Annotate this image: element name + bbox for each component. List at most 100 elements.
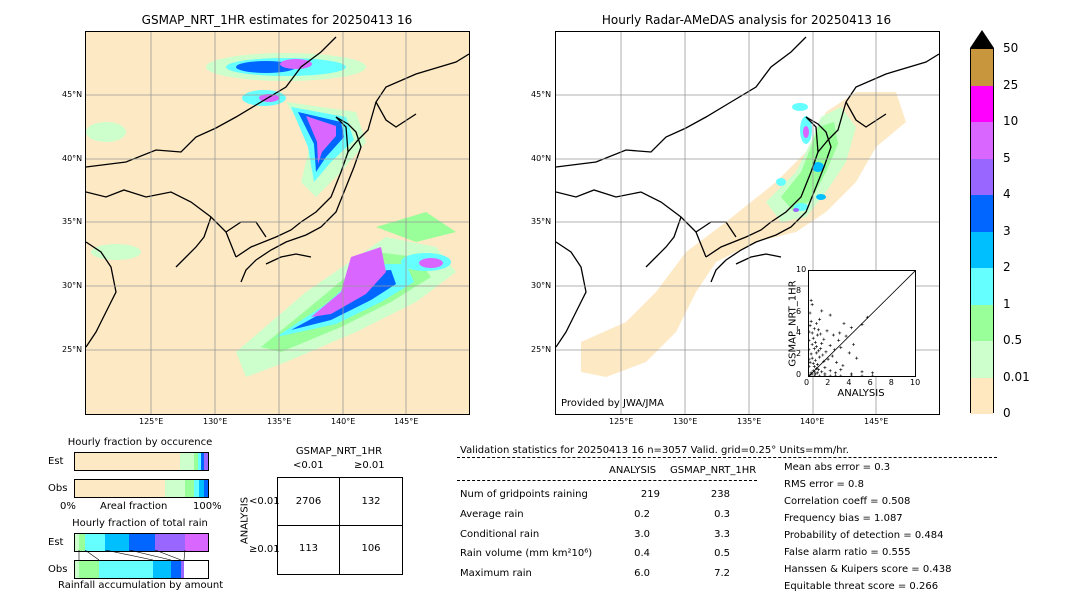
occurrence-est-label: Est bbox=[48, 456, 64, 467]
contingency-col-ge: ≥0.01 bbox=[354, 460, 385, 471]
scatter-point bbox=[811, 361, 815, 365]
scatter-point bbox=[822, 359, 826, 363]
scatter-point bbox=[852, 343, 856, 346]
colorbar-segment bbox=[971, 231, 993, 268]
total-rain-title: Hourly fraction of total rain bbox=[72, 518, 208, 529]
left-lon-tick: 145°E bbox=[394, 417, 419, 426]
scatter-point bbox=[810, 331, 814, 335]
occurrence-axis-left: 0% bbox=[60, 501, 76, 512]
scatter-point bbox=[815, 371, 819, 375]
left-gridlines bbox=[86, 32, 469, 414]
scatter-point bbox=[809, 352, 813, 356]
score-line: RMS error = 0.8 bbox=[784, 479, 864, 490]
left-lat-tick: 25°N bbox=[62, 345, 83, 354]
scatter-x-tick: 10 bbox=[910, 378, 921, 387]
contingency-cell: 132 bbox=[361, 496, 381, 507]
contingency-col-title: GSMAP_NRT_1HR bbox=[295, 446, 383, 457]
scatter-point bbox=[818, 374, 822, 378]
data-credit: Provided by JWA/JMA bbox=[561, 398, 664, 409]
right-lon-tick: 145°E bbox=[864, 417, 889, 426]
scatter-point bbox=[813, 372, 817, 376]
scatter-point bbox=[828, 374, 832, 378]
colorbar bbox=[970, 30, 994, 414]
total-rain-est-bar bbox=[74, 533, 209, 552]
scatter-point bbox=[818, 317, 822, 321]
colorbar-label: 50 bbox=[1003, 41, 1019, 55]
left-map-title: GSMAP_NRT_1HR estimates for 20250413 16 bbox=[141, 13, 413, 27]
validation-row-label: Average rain bbox=[460, 509, 524, 520]
scatter-point bbox=[820, 309, 824, 313]
right-lon-tick: 130°E bbox=[673, 417, 698, 426]
scatter-point bbox=[835, 360, 839, 364]
validation-row-label: Conditional rain bbox=[460, 529, 540, 540]
validation-row-analysis: 3.0 bbox=[634, 529, 650, 540]
scatter-point bbox=[807, 348, 811, 352]
scatter-point bbox=[814, 367, 818, 371]
right-map bbox=[555, 31, 940, 415]
total-rain-footer: Rainfall accumulation by amount bbox=[58, 580, 224, 591]
scatter-point bbox=[812, 365, 816, 369]
scatter-y-tick: 0 bbox=[796, 370, 802, 379]
colorbar-segment bbox=[971, 85, 993, 122]
validation-row-analysis: 0.2 bbox=[634, 509, 650, 520]
scatter-point bbox=[855, 356, 859, 360]
scatter-point bbox=[808, 311, 812, 315]
scatter-point bbox=[834, 371, 837, 375]
scatter-point bbox=[822, 337, 826, 341]
scatter-point bbox=[812, 347, 816, 351]
right-map-title: Hourly Radar-AMeDAS analysis for 2025041… bbox=[601, 13, 892, 27]
scatter-point bbox=[812, 327, 816, 331]
scatter-point bbox=[817, 328, 821, 332]
scatter-point bbox=[837, 338, 841, 342]
scatter-point bbox=[818, 355, 822, 359]
scatter-x-tick: 6 bbox=[867, 378, 873, 387]
scatter-point bbox=[815, 333, 819, 337]
left-lat-tick: 30°N bbox=[62, 281, 83, 290]
scatter-point bbox=[817, 368, 821, 372]
total-rain-obs-bar bbox=[74, 560, 209, 579]
scatter-point bbox=[828, 369, 832, 373]
scatter-y-tick: 6 bbox=[796, 307, 802, 316]
scatter-point bbox=[808, 373, 812, 377]
contingency-table: 2706 132 113 106 bbox=[277, 477, 403, 575]
scatter-y-tick: 8 bbox=[796, 286, 802, 295]
total-rain-obs-label: Obs bbox=[48, 564, 68, 575]
scatter-point bbox=[842, 322, 846, 325]
score-line: Equitable threat score = 0.266 bbox=[784, 581, 939, 592]
right-lon-tick: 135°E bbox=[737, 417, 762, 426]
validation-row-gsmap: 238 bbox=[710, 489, 730, 500]
scatter-point bbox=[810, 372, 814, 376]
validation-col-gsmap: GSMAP_NRT_1HR bbox=[670, 465, 757, 476]
scatter-point bbox=[826, 357, 830, 361]
occurrence-obs-label: Obs bbox=[48, 483, 68, 494]
occurrence-obs-bar bbox=[74, 479, 209, 498]
scatter-point bbox=[838, 331, 842, 335]
colorbar-segment bbox=[971, 268, 993, 305]
scatter-point bbox=[810, 303, 814, 307]
occurrence-axis-mid: Areal fraction bbox=[100, 501, 168, 512]
scatter-point bbox=[808, 324, 812, 328]
scatter-point bbox=[807, 330, 811, 334]
contingency-col-lt: <0.01 bbox=[293, 460, 324, 471]
colorbar-label: 2 bbox=[1003, 260, 1011, 274]
scatter-point bbox=[860, 323, 864, 327]
colorbar-overflow-arrow bbox=[970, 30, 994, 48]
scatter-point bbox=[807, 365, 811, 369]
left-lat-tick: 45°N bbox=[62, 90, 83, 99]
scatter-point bbox=[871, 371, 875, 375]
left-rain-field bbox=[86, 53, 456, 377]
colorbar-segment bbox=[971, 341, 993, 378]
colorbar-segment bbox=[971, 304, 993, 341]
colorbar-label: 25 bbox=[1003, 77, 1019, 92]
scatter-point bbox=[865, 315, 869, 319]
scatter-point bbox=[824, 350, 828, 354]
validation-row-label: Rain volume (mm km²10⁶) bbox=[460, 548, 593, 559]
score-line: Mean abs error = 0.3 bbox=[784, 462, 891, 473]
scatter-y-tick: 10 bbox=[796, 265, 807, 274]
scatter-point bbox=[849, 374, 853, 378]
scatter-point bbox=[839, 368, 843, 372]
validation-header: Validation statistics for 20250413 16 n=… bbox=[460, 445, 849, 456]
validation-row-gsmap: 7.2 bbox=[714, 568, 730, 579]
scatter-point bbox=[810, 356, 814, 360]
scatter-point bbox=[860, 370, 864, 374]
